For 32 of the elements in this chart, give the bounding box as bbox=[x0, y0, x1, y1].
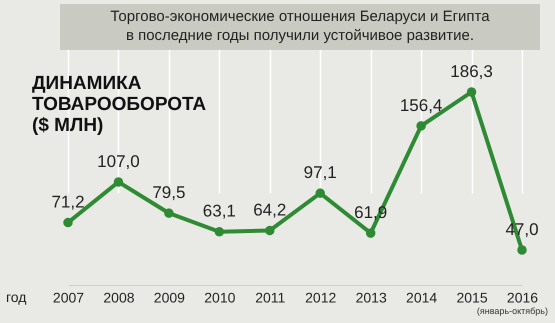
point bbox=[466, 87, 476, 97]
x-axis-title: год bbox=[6, 289, 26, 305]
x-tick-label: 2015 bbox=[456, 290, 488, 306]
x-tick-label: 2008 bbox=[103, 290, 135, 306]
point bbox=[366, 228, 376, 238]
x-tick-label: 2011 bbox=[255, 290, 286, 306]
x-tick-label: 2009 bbox=[154, 290, 186, 306]
data-label: 107,0 bbox=[97, 152, 140, 171]
data-label: 97,1 bbox=[304, 163, 337, 182]
x-tick-label: 2010 bbox=[204, 290, 236, 306]
x-tick-label: 2012 bbox=[305, 290, 337, 306]
point bbox=[164, 208, 174, 218]
point bbox=[214, 227, 224, 236]
point bbox=[517, 245, 527, 255]
data-label: 186,3 bbox=[450, 62, 493, 81]
x-tick-label: 2016 bbox=[506, 290, 538, 306]
point bbox=[416, 121, 426, 131]
data-label: 63,1 bbox=[202, 202, 236, 221]
x-tick-label: 2014 bbox=[406, 290, 438, 306]
x-tick-label: 2013 bbox=[356, 290, 387, 306]
data-label: 64,2 bbox=[253, 200, 286, 220]
data-label: 156,4 bbox=[400, 96, 442, 115]
x-tick-label: 2007 bbox=[52, 290, 84, 306]
text: (январь-октябрь) bbox=[476, 306, 548, 316]
point bbox=[63, 218, 73, 228]
data-label: 71,2 bbox=[51, 192, 85, 212]
point bbox=[315, 188, 325, 198]
chart-title: ДИНАМИКА ТОВАРООБОРОТА ($ МЛН) bbox=[32, 73, 206, 136]
data-label: 79,5 bbox=[152, 183, 186, 202]
chart-subtitle: Торгово-экономические отношения Беларуси и Египта в последние годы получили устойчивое развитие. bbox=[110, 8, 490, 44]
point bbox=[265, 226, 275, 236]
point bbox=[114, 177, 124, 187]
